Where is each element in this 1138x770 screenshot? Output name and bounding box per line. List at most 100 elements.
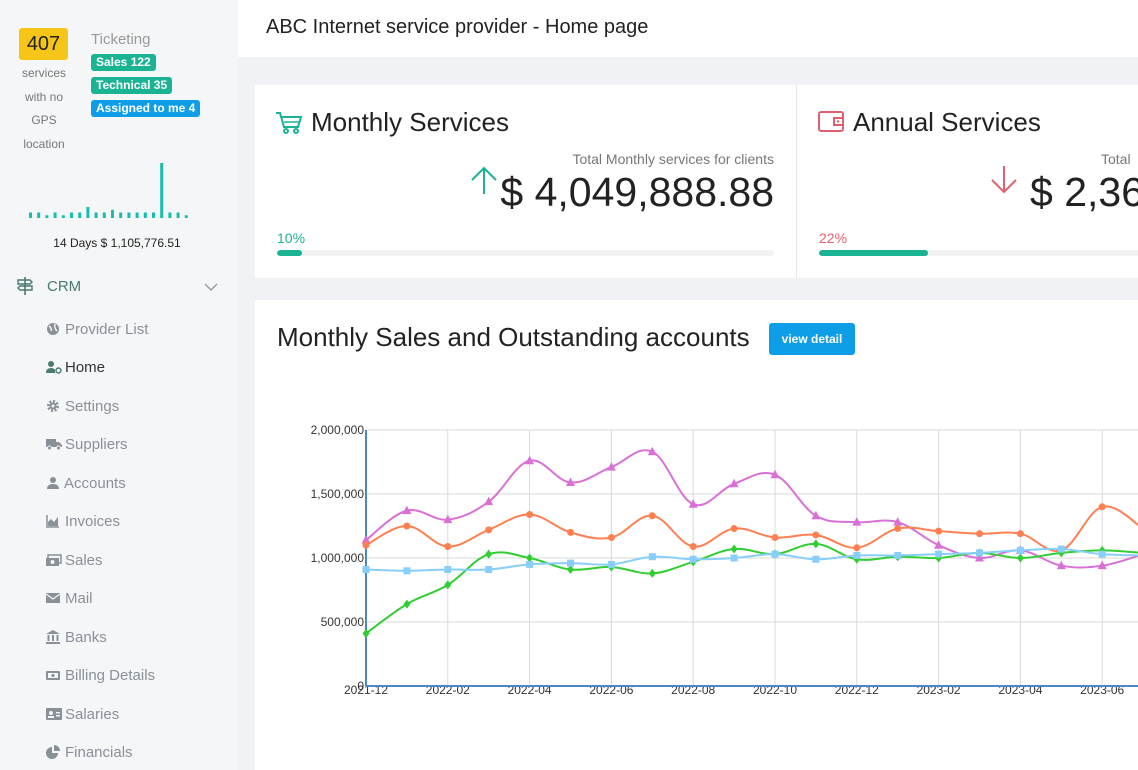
data-point (484, 496, 494, 506)
sales-tickets-badge[interactable]: Sales 122 (91, 54, 156, 71)
sparkline-bar (160, 163, 164, 218)
shopping-cart-icon (275, 111, 303, 140)
monthly-services-title: Monthly Services (311, 107, 509, 137)
sales-line-chart: 0500,0001,000,0001,500,0002,000,0002021-… (311, 423, 1138, 697)
data-point (811, 510, 821, 520)
sidebar-item-label: Financials (65, 744, 133, 761)
truck-icon (46, 437, 62, 451)
sidebar-item-salaries[interactable]: Salaries (0, 701, 238, 727)
data-point (362, 541, 370, 549)
no-gps-line: services (21, 66, 66, 80)
sparkline-bar (70, 212, 73, 218)
data-point (606, 462, 616, 471)
data-point (567, 559, 574, 567)
sidebar-item-invoices[interactable]: Invoices (0, 508, 238, 534)
data-point (1056, 560, 1066, 570)
data-point (567, 528, 574, 536)
area-chart-icon (46, 514, 60, 528)
data-point (934, 540, 944, 549)
sparkline-bar (135, 212, 139, 218)
crm-menu-toggle[interactable]: CRM (0, 274, 238, 300)
data-point (730, 525, 738, 533)
data-point (607, 534, 615, 542)
data-point (444, 580, 452, 590)
data-point (648, 568, 656, 578)
sidebar-item-label: Suppliers (65, 436, 128, 453)
monthly-services-card: Monthly Services Total Monthly services … (255, 85, 796, 278)
gps-count-badge[interactable]: 407 (19, 28, 68, 60)
monthly-services-percent: 10% (277, 230, 306, 246)
data-point (1098, 550, 1106, 558)
sidebar-item-suppliers[interactable]: Suppliers (0, 431, 238, 457)
annual-services-title: Annual Services (853, 107, 1041, 137)
data-point (1057, 545, 1065, 553)
sidebar-item-label: Accounts (64, 475, 126, 492)
sparkline-bar (37, 212, 41, 218)
monthly-progress-fill (277, 250, 302, 256)
data-point (812, 539, 820, 549)
data-point (771, 550, 779, 558)
money-bill-icon (46, 668, 60, 682)
technical-tickets-badge[interactable]: Technical 35 (91, 77, 173, 94)
sidebar-item-mail[interactable]: Mail (0, 585, 238, 611)
sales-chart-panel: Monthly Sales and Outstanding accounts v… (255, 300, 1138, 770)
crm-label: CRM (47, 278, 82, 295)
sidebar-item-billing-details[interactable]: Billing Details (0, 662, 238, 688)
sparkline-bar (78, 212, 82, 218)
signpost-icon (16, 276, 34, 301)
data-point (812, 555, 820, 563)
sidebar-item-provider-list[interactable]: Provider List (0, 316, 238, 342)
chart-title: Monthly Sales and Outstanding accounts (277, 322, 750, 352)
data-point (894, 551, 902, 559)
sparkline-bar (86, 207, 90, 218)
data-point (1016, 546, 1024, 554)
y-tick-label: 1,500,000 (311, 487, 365, 501)
data-point (485, 566, 493, 574)
sparkline-bar (61, 215, 65, 218)
card-divider (796, 85, 797, 278)
sidebar-item-home[interactable]: Home (0, 354, 238, 380)
data-point (976, 530, 983, 538)
data-point (647, 446, 657, 456)
assigned-tickets-badge[interactable]: Assigned to me 4 (91, 100, 201, 117)
data-point (362, 566, 370, 574)
y-tick-label: 1,000,000 (311, 551, 365, 565)
data-point (526, 510, 534, 518)
data-point (485, 526, 493, 534)
data-point (689, 542, 697, 550)
money-icon (46, 553, 62, 567)
data-point (567, 565, 574, 575)
annual-services-amount: $ 2,36 (1030, 169, 1138, 215)
data-point (730, 544, 738, 554)
monthly-services-subtitle: Total Monthly services for clients (572, 151, 774, 167)
sparkline-bar (127, 212, 131, 218)
data-point (566, 477, 575, 486)
sidebar-item-label: Salaries (65, 706, 120, 723)
data-point (688, 499, 698, 508)
data-point (485, 549, 493, 559)
data-point (853, 544, 861, 552)
annual-progress-bar (819, 250, 1138, 256)
y-tick-label: 500,000 (321, 615, 365, 629)
arrow-down-icon (990, 165, 1018, 200)
sparkline-bar (168, 212, 172, 218)
sidebar-item-banks[interactable]: Banks (0, 624, 238, 650)
sparkline-bar (45, 215, 49, 218)
annual-progress-fill (819, 250, 928, 256)
annual-services-card: Annual Services Total $ 2,36 22% (797, 85, 1138, 278)
sparkline-bar (176, 212, 180, 218)
sidebar-item-financials[interactable]: Financials (0, 739, 238, 765)
chevron-down-icon (204, 279, 218, 297)
sparkline-bar (53, 212, 57, 218)
data-point (893, 517, 903, 526)
data-point (1097, 560, 1107, 570)
data-point (689, 555, 697, 563)
sparkline-bar (29, 212, 32, 218)
sidebar-item-sales[interactable]: Sales (0, 547, 238, 573)
sparkline-bar (119, 212, 123, 218)
sidebar-item-settings[interactable]: Settings (0, 393, 238, 419)
days-summary: 14 Days $ 1,105,776.51 (53, 236, 181, 250)
no-gps-line: with no (24, 89, 64, 104)
view-detail-button[interactable]: view detail (769, 323, 855, 355)
sidebar-item-accounts[interactable]: Accounts (0, 470, 238, 496)
